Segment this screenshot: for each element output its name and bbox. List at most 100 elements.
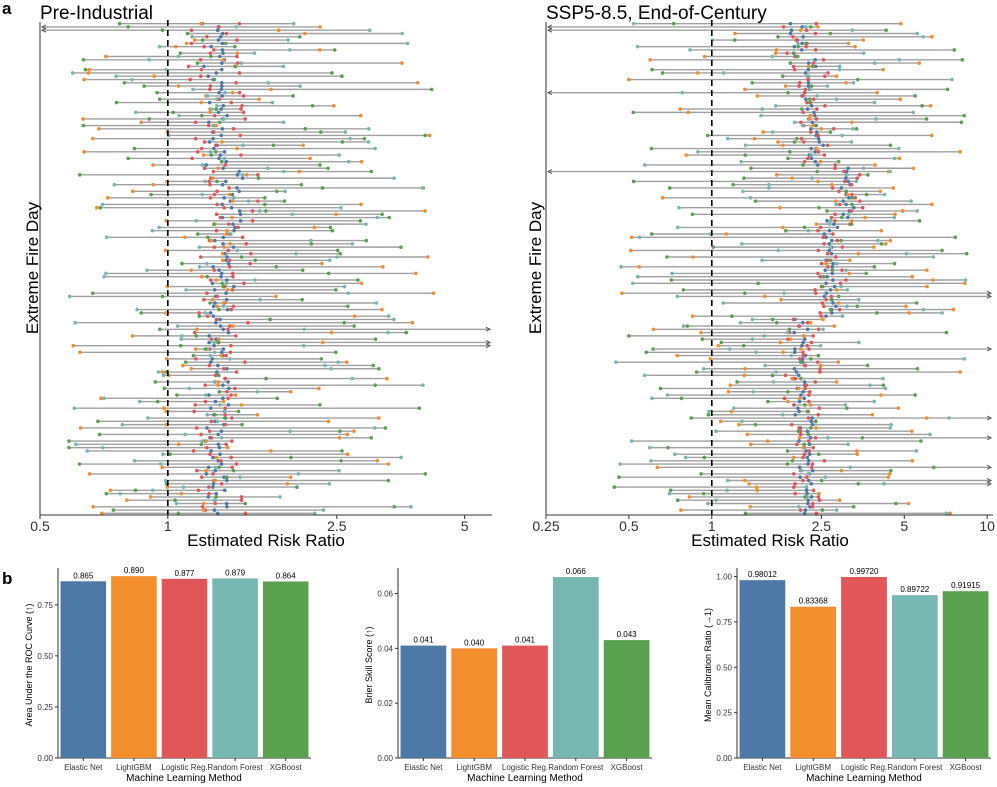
ssp585-estimate-point [808, 87, 812, 92]
ssp585-estimate-point [837, 189, 841, 194]
ssp585-estimate-point [882, 192, 887, 197]
pre-industrial-estimate-point [213, 399, 218, 404]
ssp585-estimate-point [804, 41, 808, 46]
pre-industrial-estimate-point [230, 271, 235, 276]
ssp585-estimate-point [808, 25, 813, 29]
pre-industrial-estimate-point [130, 77, 134, 82]
calibration-y-tick-label: 0.25 [716, 709, 732, 718]
ssp585-estimate-point [785, 449, 790, 453]
pre-industrial-estimate-point [199, 432, 203, 437]
pre-industrial-estimate-point [173, 498, 177, 503]
ssp585-estimate-point [881, 376, 885, 381]
ssp585-estimate-point [743, 87, 747, 92]
pre-industrial-estimate-point [147, 57, 152, 62]
pre-industrial-estimate-point [155, 90, 159, 95]
pre-industrial-estimate-point [207, 140, 212, 144]
ssp585-estimate-point [701, 366, 706, 371]
pre-industrial-estimate-point [189, 366, 194, 371]
ssp585-estimate-point [771, 380, 776, 384]
pre-industrial-estimate-point [218, 324, 223, 328]
ssp585-estimate-point [649, 232, 654, 236]
ssp585-estimate-point [767, 186, 771, 190]
ssp585-estimate-point [761, 130, 765, 134]
ssp585-estimate-point [797, 435, 802, 440]
pre-industrial-estimate-point [164, 370, 168, 374]
pre-industrial-estimate-point [120, 422, 125, 427]
pre-industrial-estimate-point [189, 268, 193, 272]
ssp585-estimate-point [796, 44, 801, 49]
pre-industrial-estimate-point [359, 281, 364, 286]
pre-industrial-estimate-point [214, 107, 218, 111]
pre-industrial-estimate-point [240, 235, 245, 240]
bss-bar [502, 645, 548, 758]
ssp585-estimate-point [814, 291, 818, 295]
ssp585-estimate-point [964, 251, 969, 256]
pre-industrial-estimate-point [215, 28, 220, 33]
ssp585-estimate-point [748, 196, 753, 200]
ssp585-estimate-point [809, 495, 814, 499]
calibration-value-label: 0.89722 [900, 585, 929, 594]
pre-industrial-estimate-point [410, 320, 415, 325]
ssp585-estimate-point [748, 504, 753, 509]
pre-industrial-estimate-point [180, 261, 184, 266]
ssp585-estimate-point [801, 110, 806, 115]
ssp585-estimate-point [897, 146, 901, 151]
ssp585-estimate-point [796, 406, 800, 410]
ssp585-estimate-point [743, 511, 748, 516]
ssp585-estimate-point [626, 77, 631, 82]
ssp585-estimate-point [728, 383, 733, 387]
pre-industrial-estimate-point [205, 426, 209, 430]
pre-industrial-estimate-point [230, 288, 235, 292]
pre-industrial-estimate-point [231, 127, 236, 131]
ssp585-estimate-point [816, 150, 821, 154]
ssp585-estimate-point [818, 159, 823, 164]
pre-industrial-estimate-point [226, 380, 230, 384]
ssp585-overflow-arrow [986, 478, 993, 483]
pre-industrial-estimate-point [225, 389, 229, 394]
ssp585-estimate-point [802, 396, 807, 401]
pre-industrial-estimate-point [253, 278, 257, 282]
ssp585-estimate-point [799, 376, 803, 381]
ssp585-estimate-point [828, 130, 833, 134]
ssp585-estimate-point [872, 265, 877, 269]
ssp585-estimate-point [864, 271, 869, 276]
ssp585-estimate-point [845, 192, 850, 197]
ssp585-estimate-point [765, 439, 770, 443]
pre-industrial-estimate-point [320, 261, 324, 266]
pre-industrial-estimate-point [145, 268, 149, 272]
pre-industrial-estimate-point [214, 317, 219, 322]
pre-industrial-estimate-point [70, 71, 75, 75]
pre-industrial-estimate-point [222, 156, 227, 161]
ssp585-estimate-point [839, 215, 844, 220]
pre-industrial-estimate-point [295, 485, 299, 489]
pre-industrial-estimate-point [222, 488, 227, 493]
pre-industrial-estimate-point [208, 311, 213, 315]
ssp585-estimate-point [870, 412, 875, 417]
ssp585-estimate-point [806, 81, 811, 85]
ssp585-estimate-point [681, 288, 686, 292]
pre-industrial-estimate-point [335, 248, 340, 253]
ssp585-estimate-point [940, 311, 945, 315]
ssp585-estimate-point [944, 330, 949, 335]
pre-industrial-estimate-point [180, 334, 184, 338]
ssp585-estimate-point [813, 48, 818, 52]
ssp585-estimate-point [667, 491, 672, 496]
pre-industrial-estimate-point [211, 265, 215, 269]
pre-industrial-estimate-point [227, 192, 232, 197]
ssp585-estimate-point [921, 34, 925, 39]
pre-industrial-estimate-point [132, 458, 137, 463]
ssp585-estimate-point [815, 130, 819, 134]
pre-industrial-estimate-point [219, 353, 224, 358]
ssp585-estimate-point [804, 488, 809, 493]
ssp585-estimate-point [842, 169, 846, 174]
ssp585-estimate-point [750, 337, 755, 341]
ssp585-estimate-point [725, 136, 730, 141]
ssp585-estimate-point [906, 501, 911, 506]
ssp585-estimate-point [798, 347, 803, 351]
ssp585-estimate-point [930, 34, 934, 39]
pre-industrial-estimate-point [220, 251, 225, 256]
pre-industrial-estimate-point [206, 465, 211, 470]
pre-industrial-estimate-point [224, 291, 228, 295]
pre-industrial-estimate-point [220, 182, 225, 187]
pre-industrial-estimate-point [134, 110, 138, 115]
